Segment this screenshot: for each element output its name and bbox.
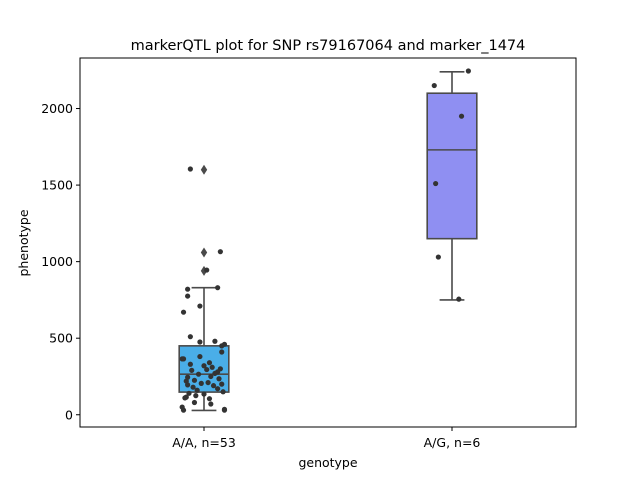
data-point [208, 401, 214, 407]
data-point [217, 249, 223, 255]
data-point [219, 343, 225, 349]
data-point [206, 396, 213, 402]
data-point [219, 381, 225, 387]
axes: 0 500 1000 1500 2000 A/A, n=53 A/G, n=6 [41, 101, 480, 450]
data-point [186, 390, 192, 396]
data-point [182, 395, 188, 401]
data-point [185, 382, 191, 388]
box-group [426, 68, 478, 302]
plot-frame [79, 57, 577, 428]
data-point [204, 366, 210, 373]
data-point [197, 339, 203, 345]
y-tick-label: 0 [65, 407, 73, 422]
data-point [198, 380, 204, 386]
data-point [465, 68, 471, 74]
data-point [180, 407, 187, 413]
outlier-marker [200, 247, 208, 258]
data-point [185, 293, 191, 299]
data-point [185, 286, 191, 292]
data-point [433, 180, 439, 187]
data-point [212, 338, 218, 344]
outlier-marker [200, 164, 208, 175]
data-point [208, 373, 214, 380]
data-point [194, 387, 200, 393]
y-tick-label: 1000 [41, 254, 73, 269]
data-point [219, 349, 225, 355]
data-point [206, 360, 213, 366]
data-point [215, 285, 221, 291]
data-point [187, 166, 193, 172]
data-point [189, 367, 195, 373]
data-point [220, 389, 226, 395]
box-iqr [426, 92, 478, 240]
x-axis-label: genotype [298, 455, 357, 470]
box-group [178, 164, 230, 413]
data-point [180, 309, 187, 315]
data-point [435, 254, 441, 260]
data-point [215, 386, 221, 392]
data-point [221, 407, 228, 413]
y-tick-label: 1500 [41, 178, 73, 193]
data-point [180, 356, 187, 362]
data-point [212, 370, 218, 377]
data-point [201, 391, 207, 397]
data-point [197, 303, 203, 309]
plot-area [178, 68, 478, 413]
outlier-marker [200, 265, 208, 276]
data-point [187, 334, 193, 340]
data-point [191, 377, 198, 383]
chart-title: markerQTL plot for SNP rs79167064 and ma… [131, 38, 526, 54]
y-axis-label: phenotype [16, 209, 31, 276]
x-tick-label: A/A, n=53 [172, 435, 236, 450]
data-point [187, 361, 193, 367]
y-tick-label: 2000 [41, 101, 73, 116]
data-point [191, 399, 198, 406]
data-point [431, 82, 437, 89]
data-point [190, 384, 196, 390]
data-point [458, 113, 465, 119]
data-point [456, 296, 462, 302]
data-point [193, 393, 199, 399]
y-tick-label: 500 [49, 331, 73, 346]
data-point [201, 363, 207, 369]
data-point [205, 379, 211, 386]
x-tick-label: A/G, n=6 [424, 435, 481, 450]
data-point [209, 364, 215, 370]
data-point [216, 376, 222, 382]
data-point [204, 267, 210, 273]
data-point [210, 383, 217, 389]
data-point [195, 371, 202, 377]
data-point [197, 353, 203, 360]
